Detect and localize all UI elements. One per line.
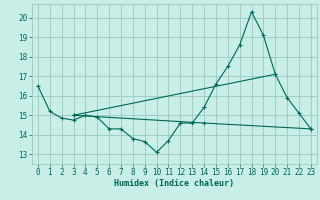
X-axis label: Humidex (Indice chaleur): Humidex (Indice chaleur)	[115, 179, 234, 188]
